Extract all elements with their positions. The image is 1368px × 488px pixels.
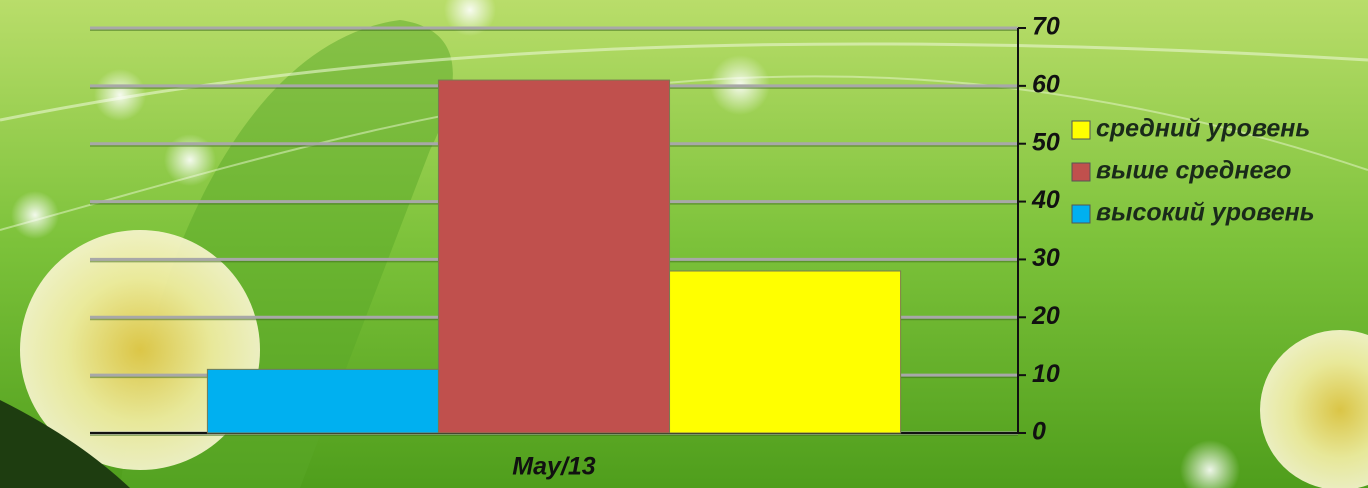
y-tick-label: 40 [1031, 186, 1060, 214]
legend-label: высокий уровень [1096, 199, 1315, 227]
y-tick-label: 50 [1032, 128, 1060, 156]
legend-swatch [1072, 205, 1090, 223]
chart: 0 10 20 30 40 50 60 70 May/13 средний уровень выше… [0, 0, 1368, 488]
y-tick-label: 0 [1032, 418, 1046, 446]
bar [207, 369, 438, 433]
legend-label: выше среднего [1096, 157, 1291, 185]
bar [438, 80, 669, 433]
x-tick-label: May/13 [512, 453, 595, 481]
y-tick-label: 30 [1032, 244, 1060, 272]
legend-swatch [1072, 163, 1090, 181]
legend-label: средний уровень [1096, 115, 1310, 143]
y-tick-label: 60 [1032, 70, 1060, 98]
legend-swatch [1072, 121, 1090, 139]
y-tick-label: 10 [1032, 360, 1060, 388]
y-tick-label: 20 [1031, 302, 1060, 330]
bar [670, 271, 901, 433]
y-tick-label: 70 [1032, 13, 1060, 41]
